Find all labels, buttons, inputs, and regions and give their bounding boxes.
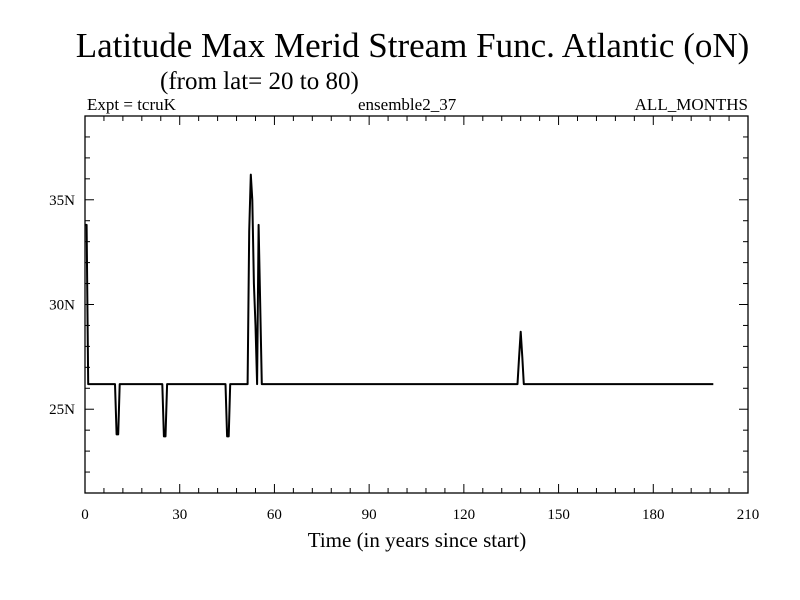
chart-title: Latitude Max Merid Stream Func. Atlantic… bbox=[75, 26, 750, 65]
x-tick-label: 210 bbox=[737, 507, 760, 523]
x-tick-label: 30 bbox=[172, 507, 187, 523]
x-tick-label: 150 bbox=[547, 507, 570, 523]
x-tick-label: 0 bbox=[81, 507, 89, 523]
y-tick-label: 35N bbox=[49, 193, 75, 209]
x-tick-label: 60 bbox=[267, 507, 282, 523]
plot-frame bbox=[84, 115, 749, 494]
y-tick-label: 25N bbox=[49, 402, 75, 418]
y-tick-label: 30N bbox=[49, 298, 75, 314]
axis-ticks bbox=[84, 116, 749, 493]
ensemble-label: ensemble2_37 bbox=[358, 95, 457, 114]
months-label: ALL_MONTHS bbox=[634, 95, 748, 114]
chart-subtitle: (from lat= 20 to 80) bbox=[160, 68, 359, 95]
x-axis-label: Time (in years since start) bbox=[308, 528, 527, 552]
tick-labels: 0 30 60 90 120 150 180 210 25N 30N 35N bbox=[49, 193, 759, 523]
experiment-label: Expt = tcruK bbox=[87, 95, 176, 114]
x-tick-label: 180 bbox=[642, 507, 665, 523]
x-tick-label: 120 bbox=[453, 507, 476, 523]
x-tick-label: 90 bbox=[362, 507, 377, 523]
series-line bbox=[85, 173, 714, 438]
